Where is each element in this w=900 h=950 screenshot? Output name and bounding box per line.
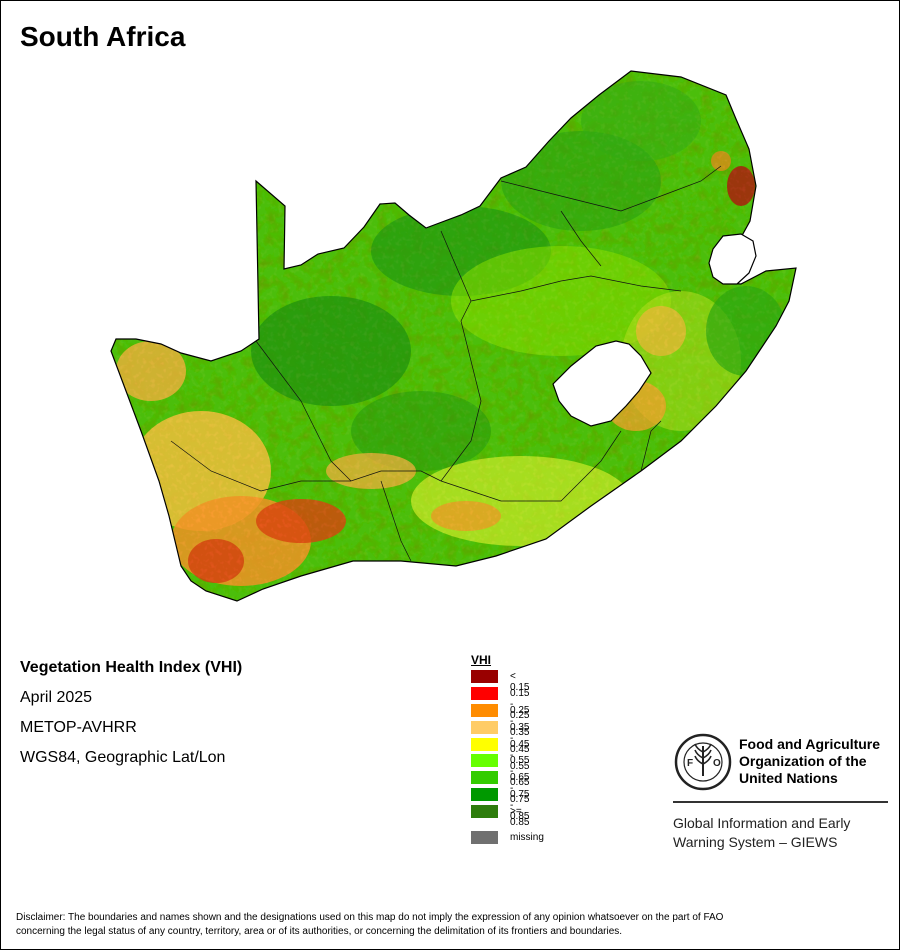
legend-label: 0.65 - 0.75: [510, 772, 530, 806]
legend-label: 0.45 - 0.55: [510, 738, 530, 772]
map-period: April 2025: [20, 689, 93, 706]
fao-org-line-3: United Nations: [739, 770, 838, 786]
legend-swatch: [471, 805, 498, 819]
legend-swatch: [471, 670, 498, 683]
disclaimer: Disclaimer: The boundaries and names sho…: [16, 911, 886, 939]
vhi-map: [110, 70, 797, 602]
legend-item: >= 0.85: [471, 805, 529, 828]
map-title: South Africa: [20, 21, 186, 52]
map-metadata: Vegetation Health Index (VHI) April 2025…: [20, 657, 242, 777]
legend-swatch: [471, 788, 498, 802]
legend-item: 0.15 - 0.25: [471, 686, 529, 721]
logo-divider: [673, 801, 888, 803]
legend-swatch: [471, 737, 498, 751]
legend-item-missing: missing: [471, 831, 544, 848]
legend-label: >= 0.85: [510, 806, 530, 829]
svg-text:O: O: [713, 758, 721, 769]
legend-title: VHI: [471, 653, 492, 667]
fao-organization-name: Food and Agriculture Organization of the…: [739, 736, 880, 787]
map-projection: WGS84, Geographic Lat/Lon: [20, 749, 226, 766]
legend-label: 0.35 - 0.45: [510, 721, 530, 755]
vhi-legend: VHI < 0.15 0.15 - 0.25 0.25 - 0.35 0.35 - 0…: [471, 653, 544, 848]
legend-item: 0.35 - 0.45: [471, 720, 529, 755]
fao-ear-of-wheat-icon: F O: [674, 733, 732, 791]
svg-text:F: F: [687, 758, 693, 769]
legend-label-missing: missing: [510, 832, 544, 844]
legend-swatch-missing: [471, 831, 498, 845]
giews-line-2: Warning System – GIEWS: [673, 834, 838, 850]
legend-label: 0.75 - 0.85: [510, 789, 530, 823]
legend-label: 0.55 - 0.65: [510, 755, 530, 789]
legend-label: 0.15 - 0.25: [510, 687, 530, 721]
legend-swatch: [471, 771, 498, 785]
map-sensor: METOP-AVHRR: [20, 719, 137, 736]
fao-org-line-1: Food and Agriculture: [739, 736, 881, 752]
legend-swatch: [471, 754, 498, 768]
legend-swatch: [471, 686, 498, 700]
legend-swatch: [471, 703, 498, 717]
legend-item: 0.65 - 0.75: [471, 771, 529, 805]
disclaimer-line-1: Disclaimer: The boundaries and names sho…: [16, 912, 724, 923]
legend-item: 0.45 - 0.55: [471, 737, 529, 772]
fao-org-line-2: Organization of the: [739, 753, 867, 769]
legend-item: 0.25 - 0.35: [471, 703, 529, 738]
legend-label: 0.25 - 0.35: [510, 704, 530, 738]
legend-item: 0.55 - 0.65: [471, 754, 529, 788]
disclaimer-line-2: concerning the legal status of any count…: [16, 926, 623, 937]
legend-swatch: [471, 720, 498, 734]
legend-item: 0.75 - 0.85: [471, 788, 529, 822]
legend-classes: < 0.15 0.15 - 0.25 0.25 - 0.35 0.35 - 0.45 0…: [471, 670, 529, 828]
giews-name: Global Information and Early Warning Sys…: [673, 814, 850, 852]
index-name: Vegetation Health Index (VHI): [20, 659, 243, 676]
giews-line-1: Global Information and Early: [673, 815, 851, 831]
legend-item: < 0.15: [471, 670, 529, 693]
legend-label: < 0.15: [510, 671, 530, 693]
